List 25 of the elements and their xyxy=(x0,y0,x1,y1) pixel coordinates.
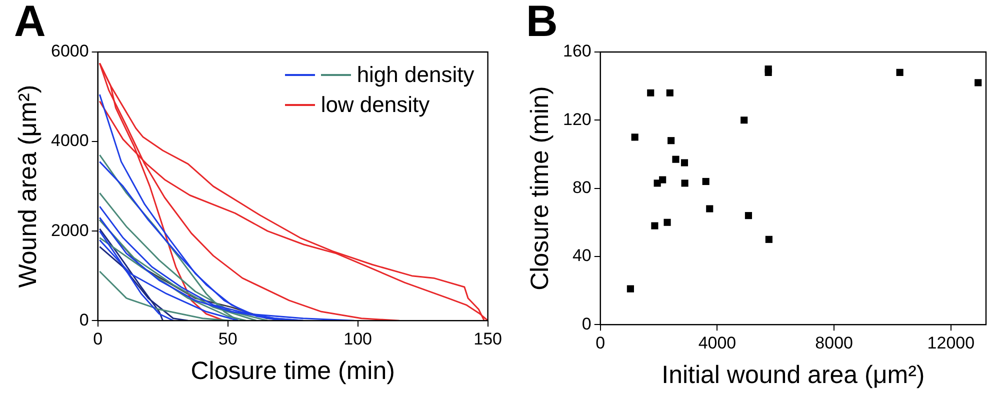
y-tick-label: 120 xyxy=(562,110,592,129)
y-tick-label: 0 xyxy=(79,310,89,330)
y-tick-label: 4000 xyxy=(50,131,89,150)
text: A xyxy=(14,0,46,46)
text: B xyxy=(526,0,558,46)
x-tick-label: 0 xyxy=(596,333,606,352)
y-tick-label: 2000 xyxy=(50,220,89,240)
legend-label: high density xyxy=(356,61,474,89)
x-tick-label: 8000 xyxy=(815,333,853,352)
x-tick-label: 150 xyxy=(474,329,502,348)
y-axis-title: Closure time (min) xyxy=(526,86,554,290)
y-axis-title: Wound area (μm²) xyxy=(14,84,42,288)
y-tick-label: 6000 xyxy=(50,42,89,61)
x-tick-label: 100 xyxy=(344,329,372,348)
y-tick-label: 80 xyxy=(572,178,592,197)
x-tick-label: 12000 xyxy=(927,333,975,352)
x-tick-label: 4000 xyxy=(698,333,736,352)
x-tick-label: 50 xyxy=(218,329,238,348)
x-tick-label: 0 xyxy=(93,329,103,348)
legend-label: low density xyxy=(320,91,430,119)
x-axis-title: Closure time (min) xyxy=(190,356,395,385)
y-tick-label: 40 xyxy=(572,246,592,266)
x-axis-title: Initial wound area (μm²) xyxy=(662,360,925,389)
y-tick-label: 0 xyxy=(582,314,592,334)
y-tick-label: 160 xyxy=(562,42,592,61)
